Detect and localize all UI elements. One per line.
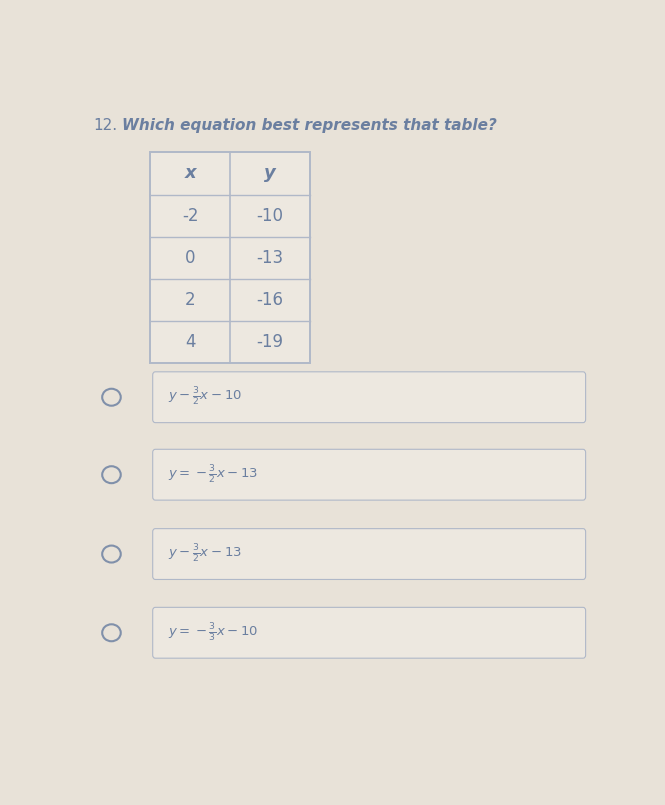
FancyBboxPatch shape xyxy=(153,372,586,423)
Text: 2: 2 xyxy=(185,291,196,309)
Text: 12.: 12. xyxy=(93,118,118,134)
Text: $y - \frac{3}{2}x - 13$: $y - \frac{3}{2}x - 13$ xyxy=(168,543,242,565)
FancyBboxPatch shape xyxy=(153,607,586,658)
Text: $y - \frac{3}{2}x - 10$: $y - \frac{3}{2}x - 10$ xyxy=(168,386,242,408)
Text: -10: -10 xyxy=(257,207,283,225)
Text: y: y xyxy=(264,164,276,183)
Text: -19: -19 xyxy=(257,333,283,351)
Bar xyxy=(150,152,310,363)
Text: x: x xyxy=(184,164,196,183)
Text: $y = -\frac{3}{3}x - 10$: $y = -\frac{3}{3}x - 10$ xyxy=(168,621,259,644)
Text: 0: 0 xyxy=(185,249,196,266)
Text: -2: -2 xyxy=(182,207,198,225)
Text: -13: -13 xyxy=(257,249,283,266)
FancyBboxPatch shape xyxy=(153,529,586,580)
FancyBboxPatch shape xyxy=(153,449,586,500)
Text: 4: 4 xyxy=(185,333,196,351)
Text: -16: -16 xyxy=(257,291,283,309)
Text: Which equation best represents that table?: Which equation best represents that tabl… xyxy=(122,118,497,134)
Text: $y = -\frac{3}{2}x - 13$: $y = -\frac{3}{2}x - 13$ xyxy=(168,464,258,485)
